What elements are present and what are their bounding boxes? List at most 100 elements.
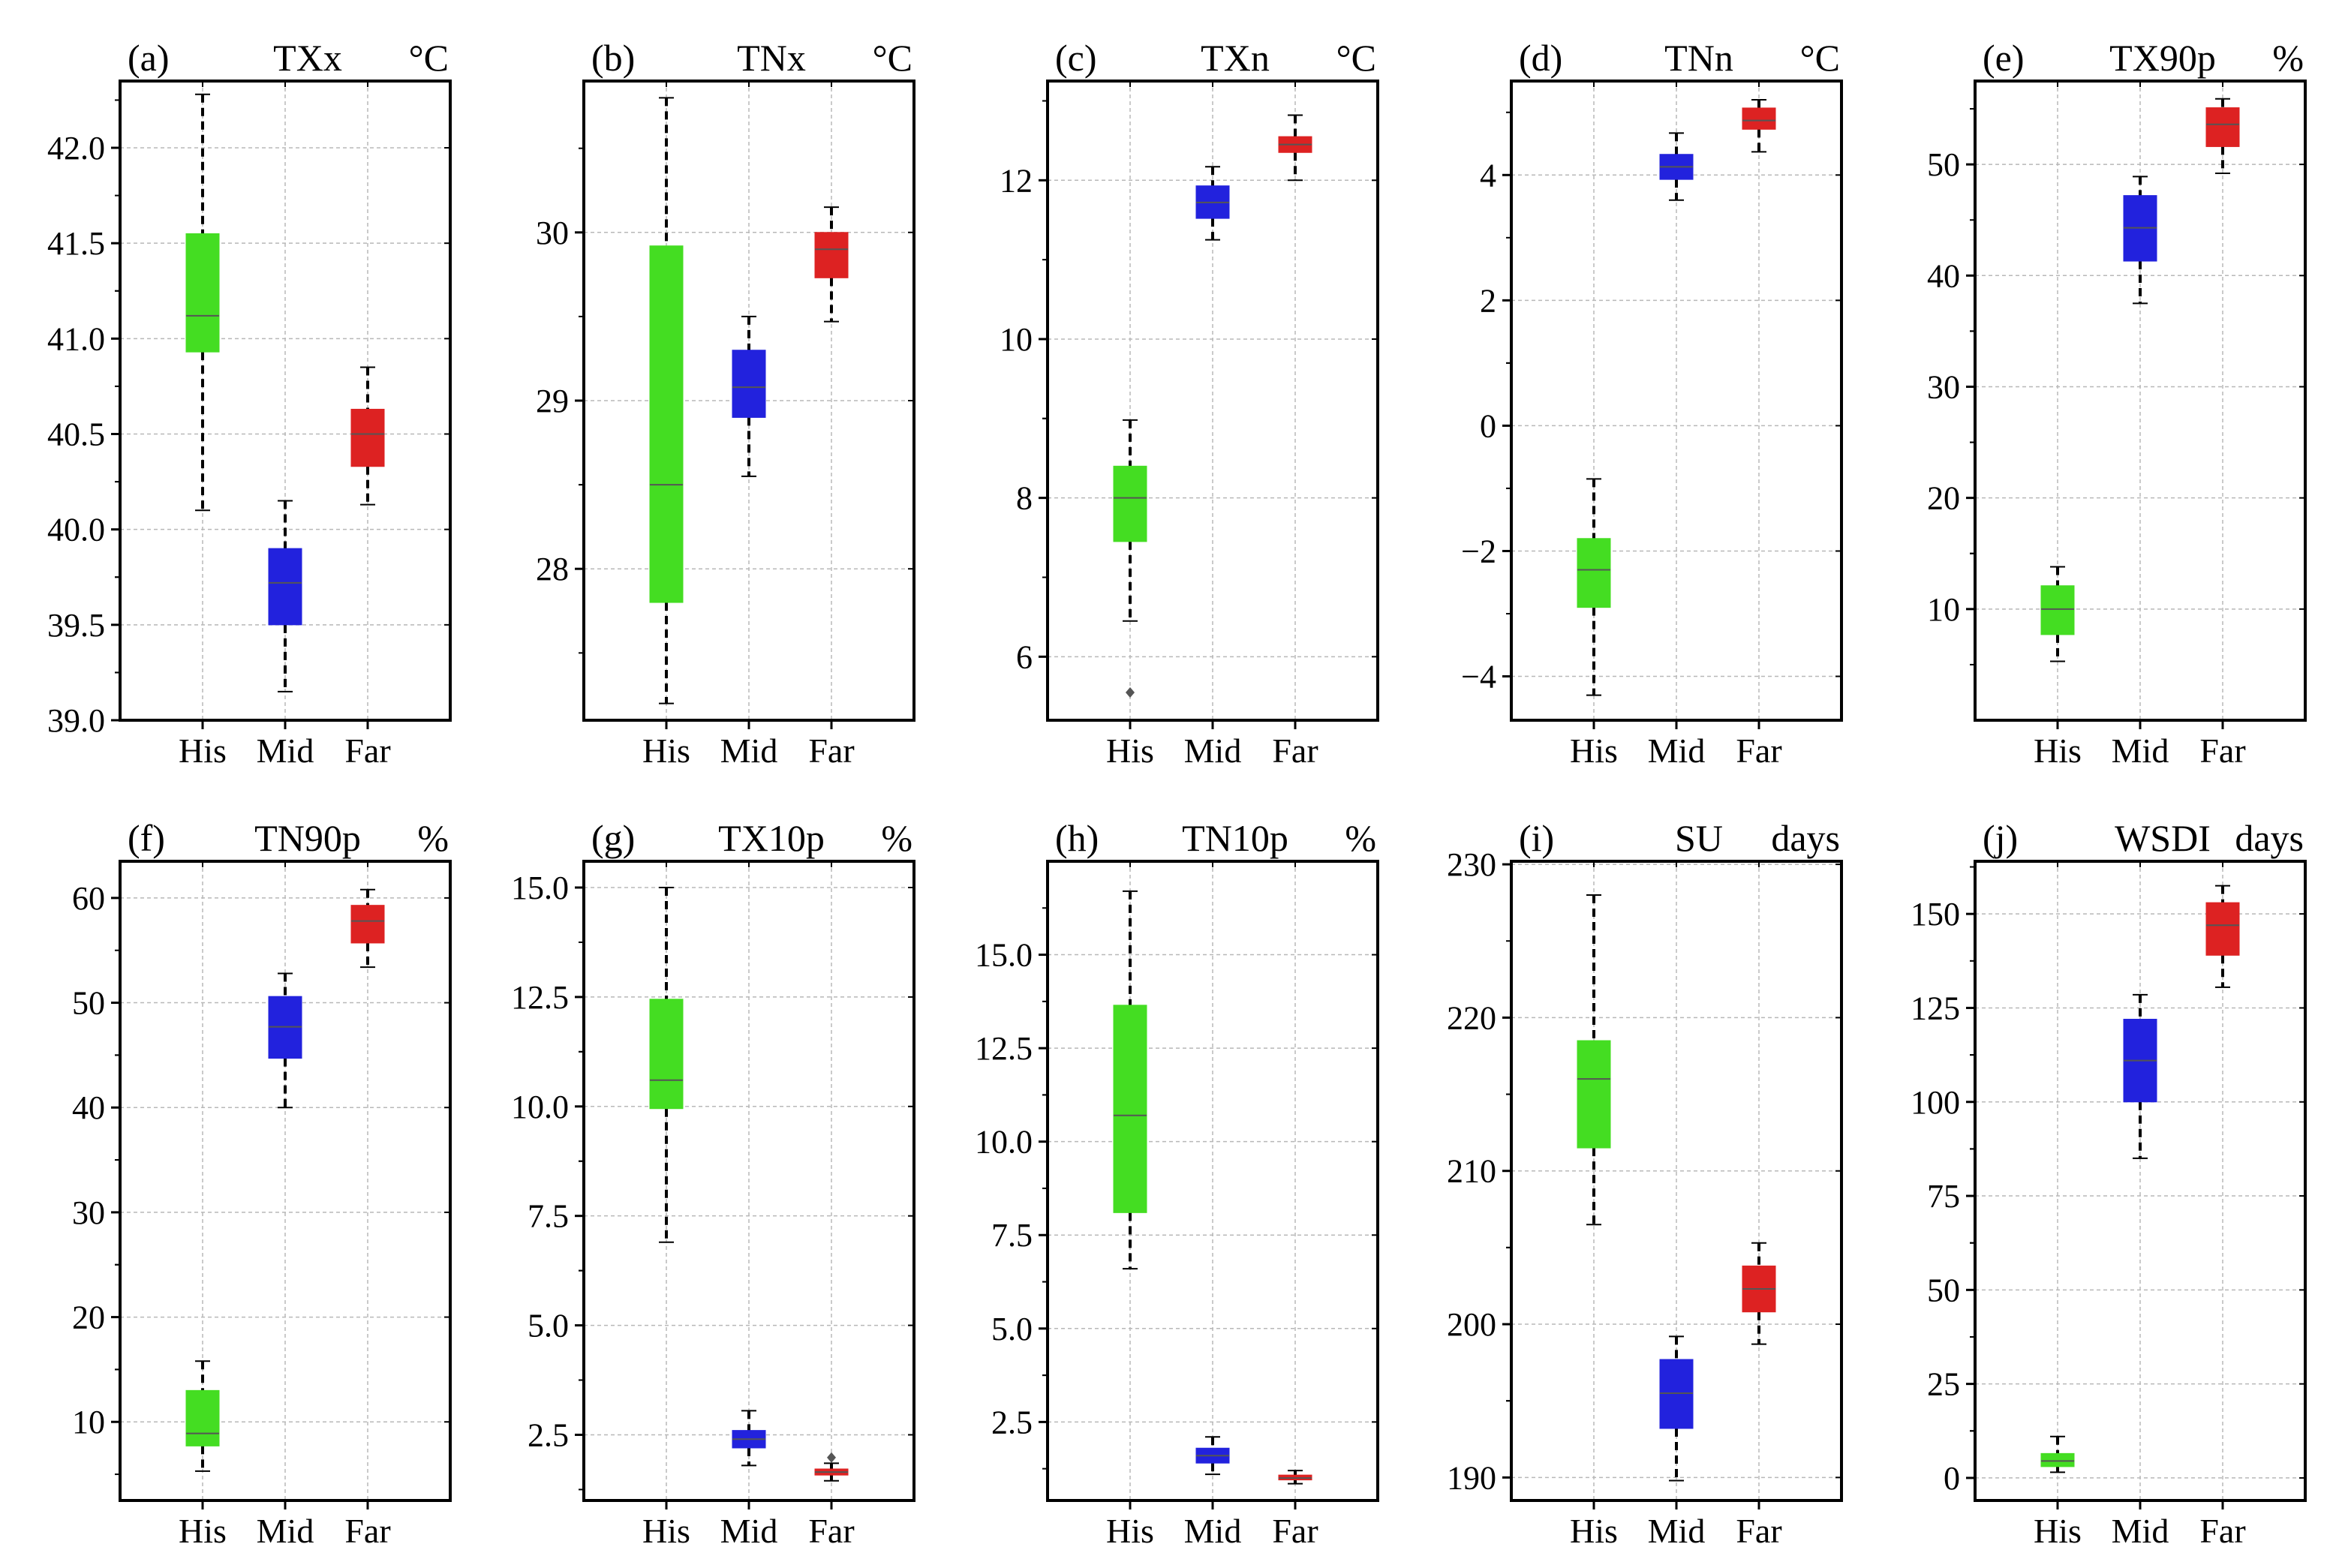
y-tick-label: 100 [1911, 1084, 1960, 1121]
box-mid [1195, 1436, 1230, 1476]
y-tick-label: 150 [1911, 896, 1960, 933]
panel-label: (e) [1983, 37, 2025, 79]
panel-title: TNx [737, 37, 806, 79]
box-iqr [649, 999, 684, 1110]
y-tick-label: 12 [1000, 162, 1033, 199]
box-his [1113, 890, 1147, 1270]
y-tick-label: 41.5 [47, 225, 105, 262]
x-tick-label: Far [344, 731, 390, 770]
y-tick-label: 25 [1927, 1366, 1960, 1403]
y-tick-label: 5.0 [991, 1311, 1033, 1347]
y-tick-label: 210 [1447, 1153, 1496, 1190]
box-iqr [2205, 107, 2240, 147]
y-tick-label: 40 [72, 1089, 105, 1126]
box-iqr [1577, 538, 1611, 608]
panel-label: (j) [1983, 817, 2018, 859]
box-iqr [1577, 1040, 1611, 1149]
x-tick-label: Mid [1184, 1512, 1242, 1550]
y-tick-label: 20 [1927, 480, 1960, 517]
y-tick-label: 10.0 [975, 1124, 1033, 1161]
box-mid [268, 972, 302, 1109]
y-tick-label: −4 [1461, 659, 1496, 695]
y-tick-label: 10.0 [511, 1089, 569, 1125]
panel-label: (b) [591, 37, 635, 79]
y-tick-label: 7.5 [528, 1198, 569, 1235]
box-mid [732, 315, 766, 477]
y-tick-label: 230 [1447, 846, 1496, 883]
panel-title: TX10p [718, 817, 825, 859]
y-tick-label: −2 [1461, 533, 1496, 569]
box-iqr [1659, 1359, 1694, 1429]
x-tick-label: Mid [1648, 1512, 1706, 1550]
y-tick-label: 10 [72, 1404, 105, 1440]
y-tick-label: 6 [1016, 638, 1033, 675]
x-tick-label: His [179, 731, 227, 770]
box-iqr [732, 350, 766, 418]
box-iqr [1113, 1005, 1147, 1213]
panel-label: (d) [1519, 37, 1562, 79]
box-far [2205, 98, 2240, 174]
box-mid [2123, 993, 2157, 1159]
box-far [350, 888, 385, 969]
x-tick-label: Far [1736, 1512, 1781, 1550]
y-tick-label: 50 [72, 985, 105, 1022]
y-tick-label: 20 [72, 1299, 105, 1336]
box-iqr [2205, 902, 2240, 956]
panel-title: TX90p [2109, 37, 2216, 79]
panel-i: 190 200 210 220 230 His Mid Far (i) SU days [1447, 817, 1843, 1550]
x-tick-label: His [2034, 731, 2082, 770]
y-tick-label: 10 [1927, 591, 1960, 628]
panel-unit: days [2235, 817, 2304, 859]
x-tick-label: Far [2199, 731, 2245, 770]
box-his [1577, 894, 1611, 1226]
y-tick-label: 29 [536, 383, 569, 419]
panel-title: TN90p [254, 817, 361, 859]
panel-label: (g) [591, 817, 635, 859]
panel-label: (i) [1519, 817, 1554, 859]
y-tick-label: 40.5 [47, 416, 105, 453]
y-tick-label: 7.5 [991, 1217, 1033, 1254]
box-his [649, 887, 684, 1243]
box-far [1742, 99, 1776, 153]
panel-unit: °C [409, 37, 449, 79]
panel-f: 10 20 30 40 50 60 His Mid Far (f) TN90p% [72, 817, 452, 1550]
box-his [649, 97, 684, 704]
box-iqr [2040, 585, 2075, 635]
panel-unit: °C [1800, 37, 1840, 79]
y-tick-label: 200 [1447, 1306, 1496, 1343]
y-tick-label: 50 [1927, 1272, 1960, 1308]
y-tick-label: 5.0 [528, 1308, 569, 1344]
panel-e: 10 20 30 40 50 His Mid Far (e) TX90p% [1927, 37, 2307, 770]
panel-label: (f) [128, 817, 165, 859]
box-iqr [1742, 107, 1776, 130]
y-tick-label: 15.0 [511, 870, 569, 906]
outlier-point [827, 1452, 836, 1463]
box-iqr [350, 408, 385, 467]
panel-title: WSDI [2115, 817, 2211, 859]
box-his [2040, 566, 2075, 662]
x-tick-label: Mid [720, 731, 778, 770]
box-far [1278, 114, 1312, 182]
panel-unit: °C [873, 37, 912, 79]
box-far [350, 366, 385, 506]
y-tick-label: 50 [1927, 146, 1960, 183]
box-mid [1659, 132, 1694, 201]
x-tick-label: His [1570, 1512, 1618, 1550]
x-tick-label: Far [1272, 731, 1318, 770]
box-iqr [1113, 465, 1147, 542]
box-iqr [185, 233, 220, 353]
panel-d: −4 −2 0 2 4 His Mid Far (d) TNn °C [1461, 37, 1843, 770]
x-tick-label: Mid [1184, 731, 1242, 770]
box-his [1577, 478, 1611, 696]
x-tick-label: Mid [720, 1512, 778, 1550]
x-tick-label: Far [808, 1512, 854, 1550]
x-tick-label: Mid [1648, 731, 1706, 770]
x-tick-label: His [1106, 1512, 1154, 1550]
panel-unit: % [881, 817, 912, 859]
panel-unit: % [2272, 37, 2304, 79]
y-tick-label: 30 [1927, 368, 1960, 405]
y-tick-label: 15.0 [975, 937, 1033, 974]
y-tick-label: 190 [1447, 1459, 1496, 1496]
x-tick-label: Far [1736, 731, 1781, 770]
y-tick-label: 2.5 [528, 1416, 569, 1453]
